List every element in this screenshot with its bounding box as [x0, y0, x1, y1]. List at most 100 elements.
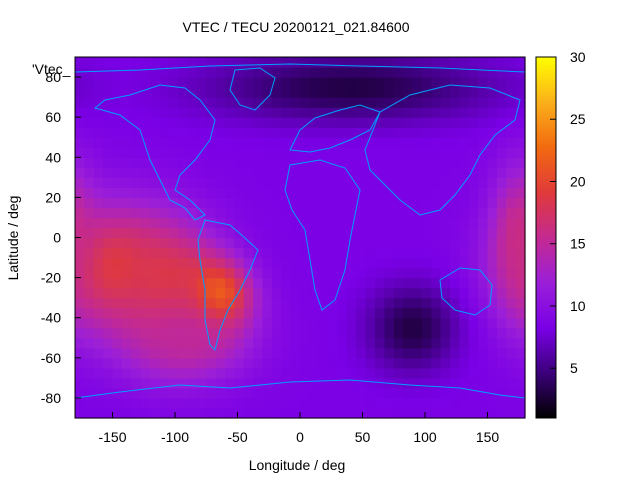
heatmap-cell: [243, 117, 254, 128]
heatmap-cell: [309, 347, 320, 359]
heatmap-cell: [234, 297, 245, 309]
heatmap-cell: [365, 67, 376, 78]
heatmap-cell: [300, 137, 310, 148]
heatmap-cell: [431, 327, 442, 339]
heatmap-cell: [84, 407, 95, 419]
heatmap-cell: [187, 107, 198, 118]
heatmap-cell: [487, 397, 498, 409]
heatmap-cell: [506, 137, 517, 148]
heatmap-cell: [131, 367, 142, 379]
heatmap-cell: [187, 247, 198, 259]
heatmap-cell: [112, 267, 123, 279]
heatmap-cell: [337, 207, 348, 219]
heatmap-cell: [318, 267, 329, 279]
heatmap-cell: [412, 97, 423, 108]
heatmap-cell: [506, 77, 517, 88]
heatmap-cell: [384, 167, 395, 178]
heatmap-cell: [140, 107, 151, 118]
heatmap-cell: [196, 367, 207, 379]
heatmap-cell: [365, 107, 376, 118]
heatmap-cell: [84, 307, 95, 319]
heatmap-cell: [262, 237, 273, 249]
heatmap-cell: [131, 277, 142, 289]
heatmap-cell: [112, 407, 123, 419]
heatmap-cell: [234, 197, 245, 209]
heatmap-cell: [356, 227, 367, 239]
heatmap-cell: [206, 357, 217, 369]
heatmap-cell: [384, 257, 395, 269]
heatmap-cell: [131, 377, 142, 389]
heatmap-cell: [337, 367, 348, 379]
heatmap-cell: [356, 187, 367, 198]
heatmap-cell: [365, 347, 376, 359]
heatmap-cell: [103, 137, 114, 148]
heatmap-cell: [140, 227, 151, 239]
heatmap-cell: [393, 297, 404, 309]
heatmap-cell: [309, 77, 320, 88]
heatmap-cell: [365, 87, 376, 98]
heatmap-cell: [121, 327, 132, 339]
heatmap-cell: [450, 127, 460, 138]
heatmap-cell: [281, 397, 292, 409]
heatmap-cell: [271, 117, 282, 128]
heatmap-cell: [159, 317, 170, 329]
heatmap-cell: [140, 377, 151, 389]
heatmap-cell: [84, 177, 95, 188]
heatmap-cell: [103, 207, 114, 219]
heatmap-cell: [271, 77, 282, 88]
heatmap-cell: [487, 267, 498, 279]
heatmap-cell: [515, 367, 526, 379]
heatmap-cell: [168, 147, 179, 158]
heatmap-cell: [515, 297, 526, 309]
heatmap-cell: [140, 177, 151, 188]
heatmap-cell: [346, 307, 357, 319]
heatmap-cell: [300, 357, 310, 369]
heatmap-cell: [84, 397, 95, 409]
heatmap-cell: [206, 167, 217, 178]
heatmap-cell: [440, 377, 451, 389]
heatmap-cell: [487, 367, 498, 379]
heatmap-cell: [440, 367, 451, 379]
heatmap-cell: [234, 217, 245, 229]
heatmap-cell: [478, 157, 489, 168]
heatmap-cell: [140, 67, 151, 78]
heatmap-cell: [150, 177, 160, 188]
heatmap-cell: [450, 167, 460, 178]
heatmap-cell: [515, 217, 526, 229]
heatmap-cell: [234, 147, 245, 158]
heatmap-cell: [159, 177, 170, 188]
heatmap-cell: [75, 117, 85, 128]
heatmap-cell: [215, 97, 226, 108]
heatmap-cell: [393, 267, 404, 279]
heatmap-cell: [450, 327, 460, 339]
heatmap-cell: [496, 157, 507, 168]
heatmap-cell: [178, 117, 189, 128]
heatmap-cell: [290, 137, 301, 148]
heatmap-cell: [459, 157, 470, 168]
heatmap-cell: [206, 247, 217, 259]
heatmap-cell: [75, 397, 85, 409]
heatmap-cell: [290, 57, 301, 68]
heatmap-cell: [318, 407, 329, 419]
heatmap-cell: [318, 337, 329, 349]
heatmap-cell: [356, 137, 367, 148]
heatmap-cell: [140, 217, 151, 229]
heatmap-cell: [300, 97, 310, 108]
heatmap-cell: [450, 337, 460, 349]
heatmap-cell: [271, 357, 282, 369]
heatmap-cell: [150, 187, 160, 198]
heatmap-cell: [450, 187, 460, 198]
heatmap-cell: [103, 147, 114, 158]
heatmap-cell: [346, 67, 357, 78]
heatmap-cell: [328, 217, 339, 229]
heatmap-cell: [346, 357, 357, 369]
heatmap-cell: [431, 407, 442, 419]
heatmap-cell: [384, 127, 395, 138]
heatmap-cell: [271, 207, 282, 219]
heatmap-cell: [234, 337, 245, 349]
heatmap-cell: [300, 187, 310, 198]
heatmap-cell: [112, 167, 123, 178]
heatmap-cell: [253, 297, 264, 309]
heatmap-cell: [450, 277, 460, 289]
heatmap-cell: [384, 67, 395, 78]
